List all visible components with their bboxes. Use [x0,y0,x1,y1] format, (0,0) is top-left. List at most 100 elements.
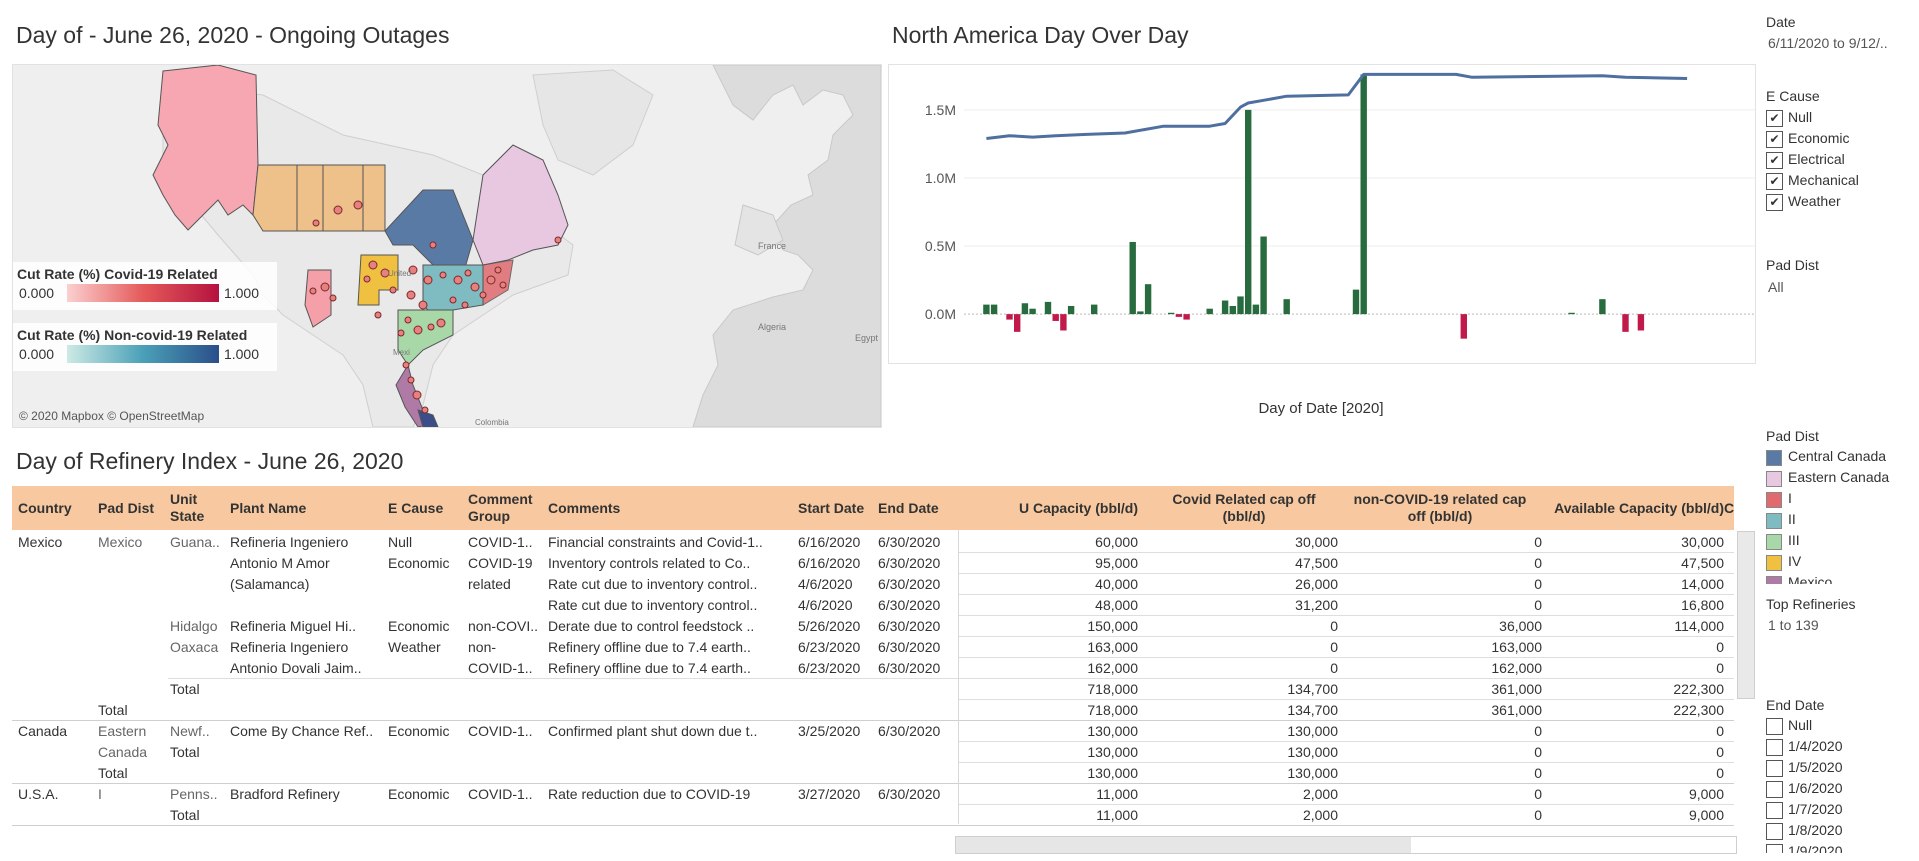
cell-cause[interactable] [388,763,468,784]
cell-state[interactable]: Guana.. [170,534,220,550]
cell-start[interactable]: 3/27/2020 [798,786,861,802]
cell-plant[interactable]: Refineria Ingeniero [230,639,349,655]
col-comments[interactable]: Comments [548,499,621,516]
cell-avail[interactable]: 9,000 [1688,807,1724,823]
date-filter-value[interactable]: 6/11/2020 to 9/12/.. [1768,35,1888,51]
cell-comment[interactable]: Inventory controls related to Co.. [548,555,751,571]
cell-avail[interactable]: 16,800 [1681,597,1724,613]
cell-ucap[interactable]: 60,000 [1095,534,1138,550]
col-start-date[interactable]: Start Date [798,499,865,516]
cell-noncovid[interactable]: 0 [1534,576,1542,592]
cell-pad[interactable] [98,658,166,679]
end-date-option[interactable]: 1/6/2020 [1766,779,1916,800]
cell-covid[interactable]: 26,000 [1295,576,1338,592]
cell-country[interactable] [18,658,88,679]
outage-map[interactable]: France Algeria Egypt Colombia United Mex… [12,64,882,428]
cell-start[interactable] [798,700,878,721]
cell-end[interactable]: 6/30/2020 [878,555,941,571]
cell-comment[interactable]: Confirmed plant shut down due t.. [548,723,758,739]
cell-country[interactable] [18,742,88,763]
cell-cause[interactable]: Economic [388,555,450,571]
cell-pad[interactable] [98,595,166,616]
cell-avail[interactable]: 0 [1716,639,1724,655]
cell-cause[interactable] [388,595,468,616]
cell-comment[interactable]: Refinery offline due to 7.4 earth.. [548,660,751,676]
cell-state[interactable] [170,595,228,616]
cell-covid[interactable]: 30,000 [1295,534,1338,550]
cell-ucap[interactable]: 95,000 [1095,555,1138,571]
cell-country[interactable] [18,763,88,784]
table-vertical-scrollbar[interactable] [1737,531,1755,699]
cell-ucap[interactable]: 40,000 [1095,576,1138,592]
cell-avail[interactable]: 0 [1716,660,1724,676]
cell-plant[interactable] [230,700,382,721]
cell-pad[interactable]: Total [98,702,128,718]
cell-noncovid[interactable]: 0 [1534,597,1542,613]
cell-end[interactable]: 6/30/2020 [878,534,941,550]
cell-state[interactable]: Newf.. [170,723,210,739]
cell-end[interactable]: 6/30/2020 [878,786,941,802]
cell-country[interactable] [18,553,88,574]
cell-avail[interactable]: 222,300 [1673,681,1724,697]
cell-start[interactable]: 4/6/2020 [798,597,853,613]
cell-plant[interactable] [230,805,382,826]
cell-state[interactable]: Penns.. [170,786,218,802]
cell-state[interactable]: Total [170,681,200,697]
pad-dist-filter-value[interactable]: All [1768,279,1784,295]
cell-cause[interactable] [388,805,468,826]
cell-group[interactable] [468,742,546,763]
cell-state[interactable]: Total [170,744,200,760]
cell-noncovid[interactable]: 162,000 [1491,660,1542,676]
cell-group[interactable]: COVID-1.. [468,723,533,739]
cell-state[interactable]: Total [170,807,200,823]
cell-noncovid[interactable]: 0 [1534,807,1542,823]
cell-ucap[interactable]: 11,000 [1096,807,1138,823]
cell-start[interactable] [798,763,878,784]
cell-ucap[interactable]: 150,000 [1087,618,1138,634]
cell-start[interactable]: 6/23/2020 [798,660,861,676]
cell-comment[interactable] [548,679,794,700]
cell-start[interactable]: 6/23/2020 [798,639,861,655]
cell-country[interactable] [18,700,88,721]
cell-cause[interactable] [388,658,468,679]
cell-comment[interactable]: Refinery offline due to 7.4 earth.. [548,639,751,655]
cell-group[interactable] [468,595,546,616]
col-noncovid-cap[interactable]: non-COVID-19 related cap off (bbl/d) [1340,486,1540,530]
cell-group[interactable]: related [468,576,511,592]
cell-comment[interactable]: Rate cut due to inventory control.. [548,576,758,592]
cell-start[interactable]: 4/6/2020 [798,576,853,592]
checkbox-empty-icon[interactable] [1766,718,1783,735]
end-date-option[interactable]: Null [1766,716,1916,737]
cell-state[interactable] [170,574,228,595]
cell-end[interactable]: 6/30/2020 [878,639,941,655]
end-date-option[interactable]: 1/7/2020 [1766,800,1916,821]
cell-noncovid[interactable]: 36,000 [1499,618,1542,634]
cell-noncovid[interactable]: 361,000 [1491,681,1542,697]
pad-dist-legend-item[interactable]: III [1766,531,1916,552]
cell-covid[interactable]: 134,700 [1287,702,1338,718]
cell-plant[interactable]: Refineria Miguel Hi.. [230,618,357,634]
cell-group[interactable]: COVID-1.. [468,786,533,802]
cell-group[interactable]: non-COVI.. [468,618,539,634]
cell-comment[interactable]: Financial constraints and Covid-1.. [548,534,763,550]
cell-cause[interactable] [388,574,468,595]
cell-plant[interactable]: Refineria Ingeniero [230,534,349,550]
cell-end[interactable] [878,700,958,721]
cell-covid[interactable]: 134,700 [1287,681,1338,697]
cell-ucap[interactable]: 718,000 [1087,681,1138,697]
checkbox-empty-icon[interactable] [1766,739,1783,756]
cell-cause[interactable]: Economic [388,723,450,739]
cell-country[interactable] [18,595,88,616]
cell-group[interactable]: COVID-1.. [468,534,533,550]
checkbox-empty-icon[interactable] [1766,781,1783,798]
checkbox-empty-icon[interactable] [1766,760,1783,777]
cell-country[interactable]: Mexico [18,534,63,550]
cell-avail[interactable]: 0 [1716,765,1724,781]
pad-dist-legend-item[interactable]: II [1766,510,1916,531]
table-horizontal-scroll-thumb[interactable] [956,837,1411,853]
col-pad-dist[interactable]: Pad Dist [98,499,155,516]
table-horizontal-scrollbar[interactable] [955,836,1737,854]
cell-start[interactable]: 6/16/2020 [798,555,861,571]
pad-dist-legend-item[interactable]: Mexico [1766,573,1916,584]
pad-dist-legend-item[interactable]: Eastern Canada [1766,468,1916,489]
